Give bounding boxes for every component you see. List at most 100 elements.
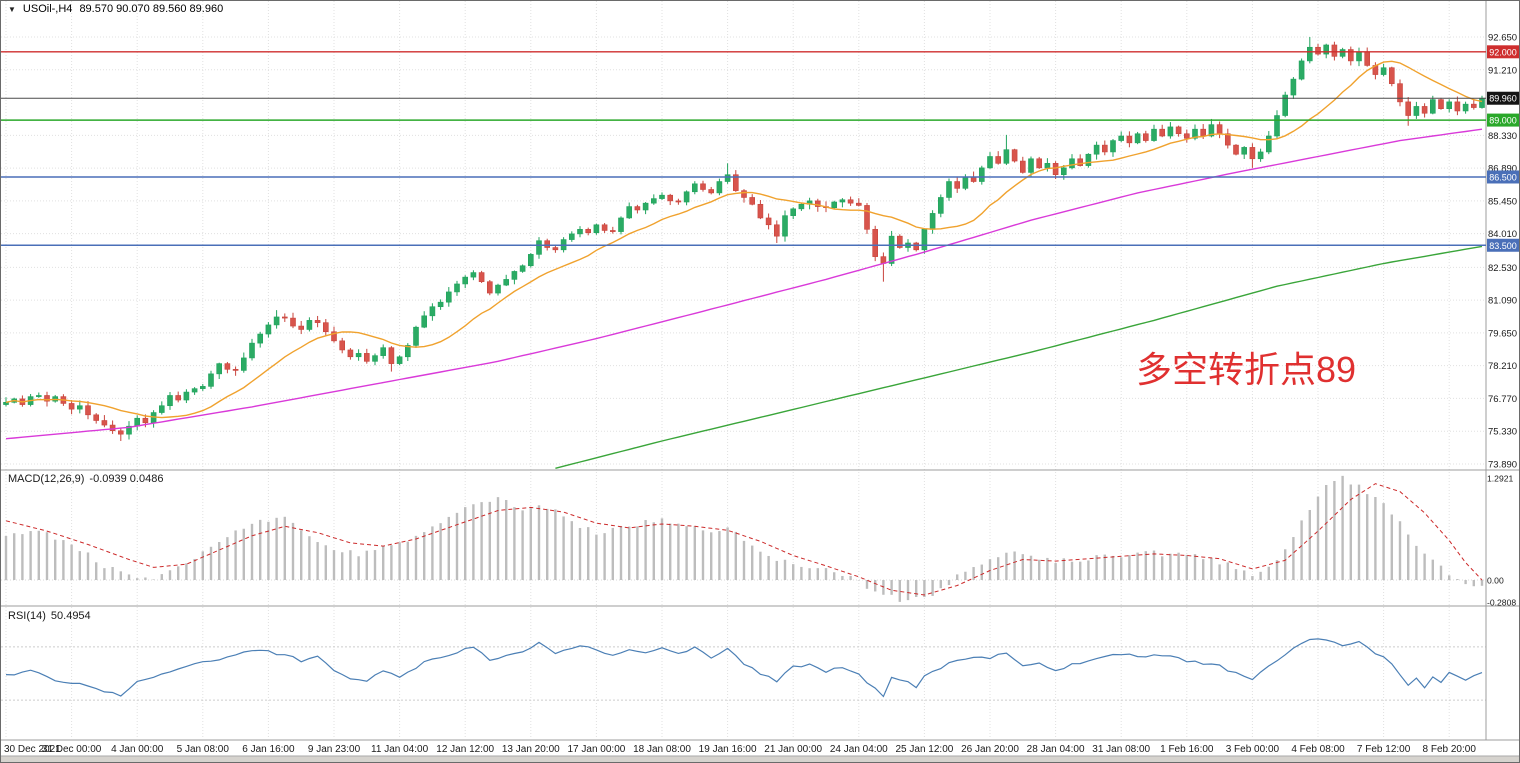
candle: [847, 196, 854, 206]
ma-long-line: [555, 245, 1483, 469]
svg-text:28 Jan 04:00: 28 Jan 04:00: [1027, 744, 1085, 755]
candle: [388, 346, 395, 372]
candle: [1413, 101, 1420, 119]
candle: [659, 192, 665, 200]
candle: [839, 198, 846, 208]
candle: [675, 198, 682, 205]
candle: [478, 270, 485, 283]
candle: [429, 303, 436, 321]
svg-text:4 Feb 08:00: 4 Feb 08:00: [1291, 744, 1345, 755]
candle: [486, 279, 493, 296]
candle: [1454, 96, 1461, 116]
macd-values: -0.0939 0.0486: [89, 473, 164, 485]
rsi-indicator-label: RSI(14) 50.4954: [8, 610, 91, 622]
svg-text:26 Jan 20:00: 26 Jan 20:00: [961, 744, 1019, 755]
svg-text:8 Feb 20:00: 8 Feb 20:00: [1423, 744, 1477, 755]
svg-text:78.210: 78.210: [1488, 361, 1517, 372]
candle: [1143, 130, 1149, 143]
candle: [1011, 148, 1018, 163]
svg-text:81.090: 81.090: [1488, 296, 1517, 307]
candle: [765, 213, 772, 230]
price-level-92.000[interactable]: 92.000: [1, 45, 1519, 59]
bottom-strip: [0, 755, 1520, 763]
svg-text:31 Jan 08:00: 31 Jan 08:00: [1092, 744, 1150, 755]
candle: [831, 200, 838, 210]
candle: [109, 420, 116, 434]
svg-text:9 Jan 23:00: 9 Jan 23:00: [308, 744, 361, 755]
svg-text:7 Feb 12:00: 7 Feb 12:00: [1357, 744, 1411, 755]
candle: [757, 200, 764, 220]
svg-text:86.500: 86.500: [1489, 172, 1517, 182]
svg-text:89.960: 89.960: [1489, 94, 1517, 104]
candle: [708, 186, 715, 195]
svg-text:88.330: 88.330: [1488, 131, 1517, 142]
candle: [224, 361, 231, 374]
svg-text:-0.2808: -0.2808: [1487, 598, 1516, 608]
candle: [585, 227, 592, 236]
candle: [700, 180, 706, 192]
candle: [1134, 131, 1141, 145]
candle: [593, 223, 600, 235]
candle: [1266, 131, 1272, 155]
candle: [191, 387, 198, 395]
candle: [691, 181, 698, 195]
candle: [355, 349, 362, 361]
pane-separators[interactable]: [0, 0, 1520, 741]
candle: [609, 226, 616, 234]
candle: [954, 176, 961, 193]
candle: [1438, 97, 1444, 110]
candle: [1339, 47, 1346, 59]
candle: [200, 383, 206, 391]
candle: [601, 223, 608, 233]
macd-name: MACD(12,26,9): [8, 473, 85, 485]
candle: [568, 231, 575, 242]
candle: [126, 421, 132, 440]
candle: [913, 241, 920, 252]
rsi-name: RSI(14): [8, 610, 46, 622]
price-level-89.000[interactable]: 89.000: [1, 113, 1519, 127]
current-price-line: 89.960: [1, 91, 1519, 105]
ma-fast-line: [5, 60, 1483, 419]
candle: [175, 391, 181, 403]
svg-text:13 Jan 20:00: 13 Jan 20:00: [502, 744, 560, 755]
svg-text:92.000: 92.000: [1489, 47, 1517, 57]
svg-text:79.650: 79.650: [1488, 328, 1517, 339]
candle: [1028, 156, 1034, 177]
candle: [445, 287, 452, 307]
candle: [1471, 98, 1477, 110]
svg-text:5 Jan 08:00: 5 Jan 08:00: [177, 744, 230, 755]
candle: [872, 225, 879, 262]
svg-text:1.2921: 1.2921: [1487, 474, 1514, 484]
candle: [241, 352, 247, 373]
candle: [773, 220, 780, 243]
candle: [855, 198, 862, 207]
price-level-83.500[interactable]: 83.500: [1, 238, 1519, 252]
price-axis[interactable]: 92.650 91.210 88.330 86.890 85.450 84.010 82.5…: [1488, 33, 1517, 471]
candle: [1036, 156, 1042, 169]
candle: [495, 283, 501, 296]
candle: [1257, 148, 1264, 162]
candle: [68, 400, 75, 415]
candle: [634, 204, 641, 214]
symbol-dropdown-icon[interactable]: ▼: [8, 4, 16, 14]
candle: [790, 207, 797, 220]
candle: [273, 310, 280, 329]
price-level-86.500[interactable]: 86.500: [1, 170, 1519, 184]
svg-text:0.00: 0.00: [1487, 576, 1504, 586]
svg-text:19 Jan 16:00: 19 Jan 16:00: [699, 744, 757, 755]
candle: [93, 413, 99, 424]
symbol-timeframe-label: USOil-,H4: [22, 3, 73, 15]
candle: [1430, 95, 1436, 115]
svg-text:24 Jan 04:00: 24 Jan 04:00: [830, 744, 888, 755]
macd-histogram: [4, 475, 1484, 602]
candle: [1175, 125, 1182, 137]
candle: [159, 401, 165, 415]
candle: [1462, 101, 1469, 114]
svg-text:25 Jan 12:00: 25 Jan 12:00: [895, 744, 953, 755]
annotation-text[interactable]: 多空转折点89: [1136, 349, 1357, 390]
candle: [1274, 110, 1280, 139]
candle: [1290, 77, 1297, 99]
macd-axis[interactable]: 1.2921 0.00 -0.2808: [1487, 474, 1516, 608]
